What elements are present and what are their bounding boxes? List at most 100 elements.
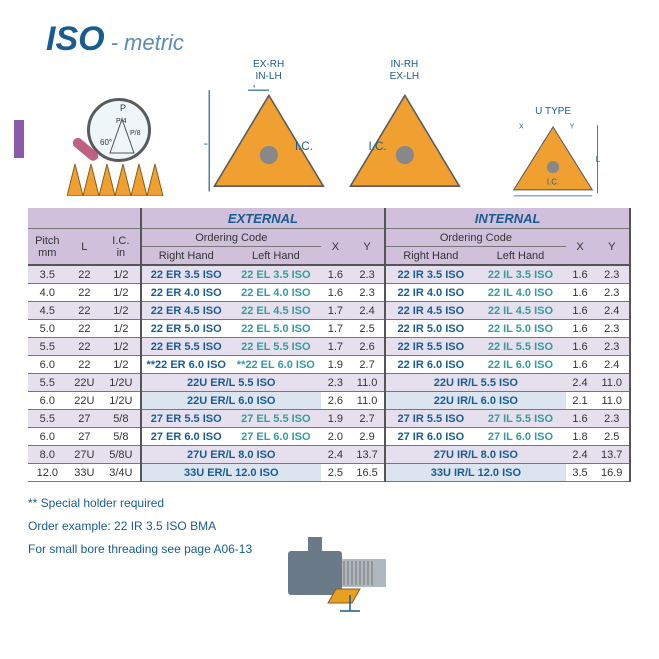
table-row: 12.033U3/4U33U ER/L 12.0 ISO2.516.533U I… <box>28 464 630 482</box>
cell-ext-x: 1.6 <box>321 284 350 302</box>
cell-int-y: 13.7 <box>594 446 630 464</box>
dim-L: L <box>204 135 208 148</box>
cell-ext-x: 1.7 <box>321 338 350 356</box>
cell-int-x: 1.6 <box>566 302 595 320</box>
cell-int-x: 1.6 <box>566 284 595 302</box>
cell-pitch: 5.0 <box>28 320 67 338</box>
cell-ext-lh: 22 EL 5.0 ISO <box>231 320 321 338</box>
cell-ext-y: 2.3 <box>350 284 385 302</box>
cell-ext-y: 11.0 <box>350 374 385 392</box>
cell-int-rh: 22 IR 3.5 ISO <box>385 265 475 284</box>
cell-ext-rh: 22 ER 5.5 ISO <box>141 338 231 356</box>
col-int-Y: Y <box>594 229 630 266</box>
cell-IC: 1/2 <box>102 338 141 356</box>
cell-IC: 5/8 <box>102 410 141 428</box>
cell-ext-x: 1.6 <box>321 265 350 284</box>
cell-int-lh: 22 IL 4.0 ISO <box>475 284 565 302</box>
table-row: 5.5221/222 ER 5.5 ISO22 EL 5.5 ISO1.72.6… <box>28 338 630 356</box>
col-pitch: Pitch mm <box>28 229 67 266</box>
cell-L: 22 <box>67 302 102 320</box>
cell-ext-y: 16.5 <box>350 464 385 482</box>
cell-int-y: 16.9 <box>594 464 630 482</box>
header-row-2: Pitch mm L I.C. in Ordering Code X Y Ord… <box>28 229 630 247</box>
cell-L: 22 <box>67 284 102 302</box>
table-row: 4.5221/222 ER 4.5 ISO22 EL 4.5 ISO1.72.4… <box>28 302 630 320</box>
cell-int-lh: 22 IL 6.0 ISO <box>475 356 565 374</box>
dim-p8: P/8 <box>130 130 141 137</box>
cell-pitch: 5.5 <box>28 338 67 356</box>
cell-ext-y: 13.7 <box>350 446 385 464</box>
cell-int-lh: 27 IL 5.5 ISO <box>475 410 565 428</box>
cell-L: 22 <box>67 320 102 338</box>
insert-inrh-diagram: IN-RH EX-LH I.C. <box>340 59 470 202</box>
table-row: 6.0221/2**22 ER 6.0 ISO**22 EL 6.0 ISO1.… <box>28 356 630 374</box>
cell-u-ext: 33U ER/L 12.0 ISO <box>141 464 321 482</box>
cell-int-lh: 22 IL 5.0 ISO <box>475 320 565 338</box>
cell-int-x: 2.4 <box>566 374 595 392</box>
cell-L: 22 <box>67 338 102 356</box>
cell-int-y: 2.3 <box>594 338 630 356</box>
header-row-1: EXTERNAL INTERNAL <box>28 208 630 229</box>
cell-ext-x: 1.7 <box>321 302 350 320</box>
cell-int-y: 2.4 <box>594 356 630 374</box>
cell-ext-x: 2.6 <box>321 392 350 410</box>
svg-text:Y: Y <box>570 124 575 131</box>
table-row: 8.027U5/8U27U ER/L 8.0 ISO2.413.727U IR/… <box>28 446 630 464</box>
cell-pitch: 4.5 <box>28 302 67 320</box>
cell-ext-lh: 22 EL 3.5 ISO <box>231 265 321 284</box>
cell-L: 22U <box>67 392 102 410</box>
cell-int-x: 2.1 <box>566 392 595 410</box>
cell-int-y: 11.0 <box>594 374 630 392</box>
cell-L: 22 <box>67 356 102 374</box>
cell-int-x: 3.5 <box>566 464 595 482</box>
col-int-lh: Left Hand <box>475 247 565 266</box>
cell-ext-lh: 27 EL 5.5 ISO <box>231 410 321 428</box>
cell-pitch: 4.0 <box>28 284 67 302</box>
cell-int-lh: 22 IL 4.5 ISO <box>475 302 565 320</box>
note-special-holder: ** Special holder required <box>28 492 631 515</box>
table-row: 6.022U1/2U22U ER/L 6.0 ISO2.611.022U IR/… <box>28 392 630 410</box>
cell-ext-rh: 22 ER 4.5 ISO <box>141 302 231 320</box>
svg-text:Y: Y <box>250 85 257 91</box>
cell-int-rh: 22 IR 6.0 ISO <box>385 356 475 374</box>
cell-ext-y: 2.5 <box>350 320 385 338</box>
cell-int-y: 2.3 <box>594 320 630 338</box>
cell-ext-rh: 27 ER 6.0 ISO <box>141 428 231 446</box>
cell-IC: 5/8 <box>102 428 141 446</box>
cell-int-y: 2.3 <box>594 410 630 428</box>
insert-utype-diagram: U TYPE L I.C. X Y <box>475 106 631 202</box>
col-ext-Y: Y <box>350 229 385 266</box>
cell-ext-x: 2.3 <box>321 374 350 392</box>
cell-ext-x: 2.5 <box>321 464 350 482</box>
cell-int-rh: 27 IR 6.0 ISO <box>385 428 475 446</box>
cell-L: 22 <box>67 265 102 284</box>
cell-ext-lh: 22 EL 4.0 ISO <box>231 284 321 302</box>
svg-text:L: L <box>596 155 601 164</box>
cell-IC: 5/8U <box>102 446 141 464</box>
cell-ext-x: 2.4 <box>321 446 350 464</box>
page-title: ISO - metric <box>46 20 631 59</box>
col-oc-ext: Ordering Code <box>141 229 321 247</box>
svg-text:I.C.: I.C. <box>547 178 559 187</box>
cell-pitch: 6.0 <box>28 392 67 410</box>
cell-int-x: 1.6 <box>566 320 595 338</box>
cell-int-lh: 22 IL 3.5 ISO <box>475 265 565 284</box>
cell-ext-x: 1.9 <box>321 356 350 374</box>
cell-pitch: 5.5 <box>28 410 67 428</box>
cell-ext-x: 1.9 <box>321 410 350 428</box>
col-ext-lh: Left Hand <box>231 247 321 266</box>
cell-IC: 1/2U <box>102 392 141 410</box>
cell-ext-rh: **22 ER 6.0 ISO <box>141 356 231 374</box>
cell-IC: 1/2 <box>102 265 141 284</box>
title-sub: - metric <box>111 30 184 56</box>
cell-pitch: 3.5 <box>28 265 67 284</box>
cell-int-y: 2.5 <box>594 428 630 446</box>
cell-int-rh: 22 IR 5.0 ISO <box>385 320 475 338</box>
dim-angle: 60° <box>100 138 112 147</box>
cell-ext-lh: 22 EL 4.5 ISO <box>231 302 321 320</box>
col-oc-int: Ordering Code <box>385 229 565 247</box>
accent-bar <box>14 120 24 158</box>
svg-text:I.C.: I.C. <box>368 140 386 153</box>
col-ext-rh: Right Hand <box>141 247 231 266</box>
cell-pitch: 6.0 <box>28 356 67 374</box>
